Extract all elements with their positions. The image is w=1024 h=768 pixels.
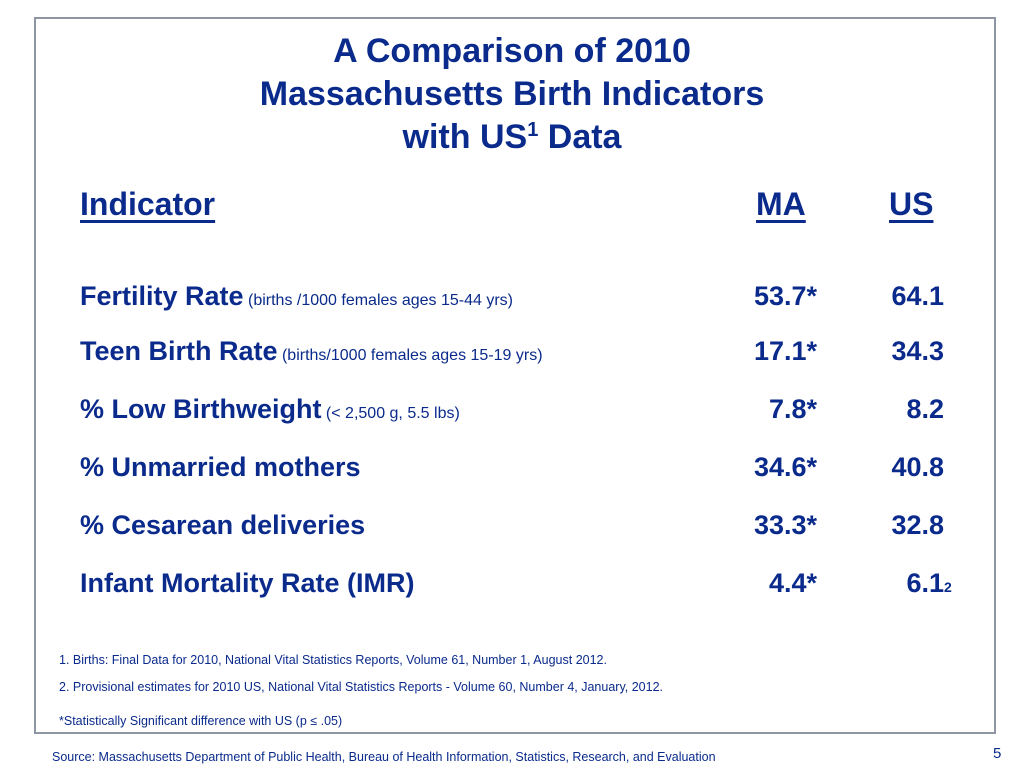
ma-value: 34.6* xyxy=(753,452,817,482)
indicator-name: % Unmarried mothers xyxy=(80,452,361,482)
header-ma: MA xyxy=(756,186,806,222)
indicator-note: (births /1000 females ages 15-44 yrs) xyxy=(243,292,514,309)
us-value: 8.2 xyxy=(906,394,944,424)
indicator-note: (< 2,500 g, 5.5 lbs) xyxy=(321,405,460,422)
us-footnote-ref: 2 xyxy=(944,579,952,595)
table-row: % Unmarried mothers 34.6* 40.8 xyxy=(0,449,1024,489)
row-label: Infant Mortality Rate (IMR) xyxy=(80,565,415,606)
indicator-name: % Low Birthweight xyxy=(80,394,322,424)
indicator-name: Infant Mortality Rate (IMR) xyxy=(80,568,415,598)
table-row: Fertility Rate (births /1000 females age… xyxy=(0,278,1024,318)
slide-frame xyxy=(34,17,996,734)
title-line-3: with US1 Data xyxy=(0,116,1024,159)
header-indicator: Indicator xyxy=(80,186,216,222)
title-line-1: A Comparison of 2010 xyxy=(333,32,691,70)
indicator-name: % Cesarean deliveries xyxy=(80,510,366,540)
indicator-note: (births/1000 females ages 15-19 yrs) xyxy=(277,347,543,364)
row-label: % Low Birthweight (< 2,500 g, 5.5 lbs) xyxy=(80,391,460,432)
indicator-name: Fertility Rate xyxy=(80,281,244,311)
source-note: Source: Massachusetts Department of Publ… xyxy=(52,750,716,764)
indicator-name: Teen Birth Rate xyxy=(80,336,278,366)
footnote-2: 2. Provisional estimates for 2010 US, Na… xyxy=(59,680,663,694)
title-line-3-text: with US xyxy=(402,118,528,156)
row-label: % Cesarean deliveries xyxy=(80,507,365,548)
title-footnote-ref: 1 xyxy=(527,119,539,141)
significance-note: *Statistically Significant difference wi… xyxy=(59,714,343,728)
table-row: Teen Birth Rate (births/1000 females age… xyxy=(0,333,1024,373)
ma-value: 7.8* xyxy=(768,394,817,424)
row-label: % Unmarried mothers xyxy=(80,449,361,490)
us-value: 34.3 xyxy=(891,336,944,366)
row-label: Teen Birth Rate (births/1000 females age… xyxy=(80,333,543,374)
title-line-2: Massachusetts Birth Indicators xyxy=(259,75,765,113)
table-row: % Cesarean deliveries 33.3* 32.8 xyxy=(0,507,1024,547)
ma-value: 33.3* xyxy=(753,510,817,540)
page-number: 5 xyxy=(993,745,1002,762)
ma-value: 53.7* xyxy=(753,281,817,311)
ma-value: 4.4* xyxy=(768,568,817,598)
slide-title: A Comparison of 2010 Massachusetts Birth… xyxy=(0,30,1024,159)
footnote-1: 1. Births: Final Data for 2010, National… xyxy=(59,653,607,667)
table-row: Infant Mortality Rate (IMR) 4.4* 6.1 2 xyxy=(0,565,1024,605)
title-line-3-suffix: Data xyxy=(538,118,622,156)
us-value: 64.1 xyxy=(891,281,944,311)
header-us: US xyxy=(889,186,934,222)
table-row: % Low Birthweight (< 2,500 g, 5.5 lbs) 7… xyxy=(0,391,1024,431)
us-value: 32.8 xyxy=(891,510,944,540)
ma-value: 17.1* xyxy=(753,336,817,366)
us-value: 6.1 xyxy=(906,568,944,598)
row-label: Fertility Rate (births /1000 females age… xyxy=(80,278,513,319)
us-value: 40.8 xyxy=(891,452,944,482)
